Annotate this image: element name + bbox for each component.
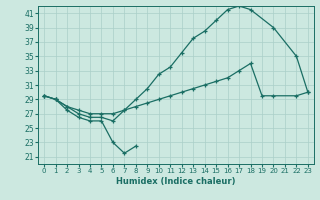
X-axis label: Humidex (Indice chaleur): Humidex (Indice chaleur) (116, 177, 236, 186)
